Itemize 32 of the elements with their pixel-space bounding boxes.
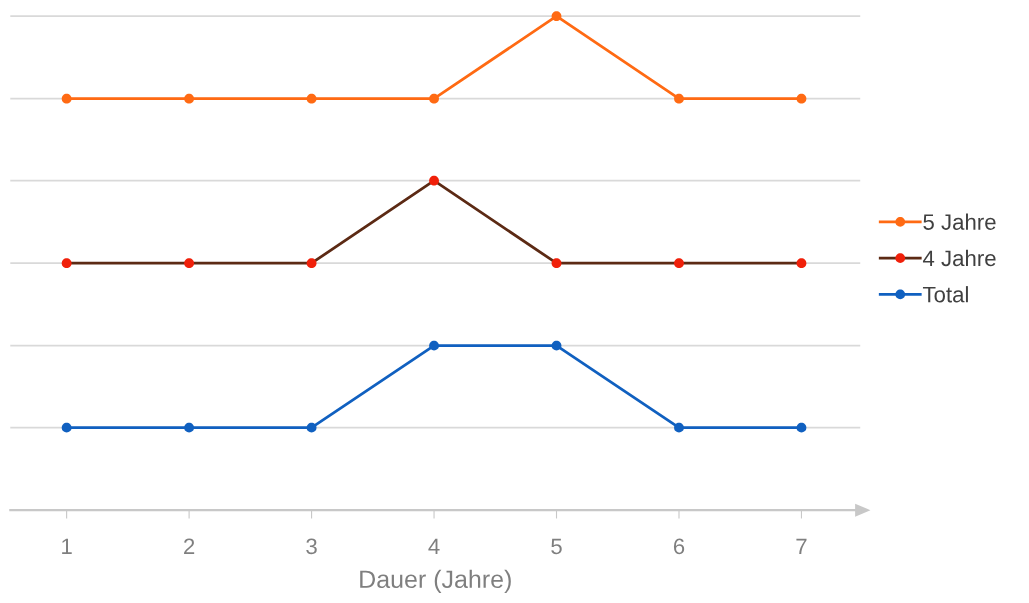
point xyxy=(796,422,807,433)
x-tick-label: 6 xyxy=(673,538,685,555)
point xyxy=(429,175,439,186)
point xyxy=(306,422,317,433)
point xyxy=(674,258,684,269)
point xyxy=(61,422,72,433)
legend-label: 4 Jahre xyxy=(922,249,996,267)
point xyxy=(674,422,684,433)
x-tick-label: 1 xyxy=(62,538,72,555)
x-tick-label: 7 xyxy=(796,538,807,555)
point xyxy=(551,258,562,269)
point xyxy=(796,93,807,104)
point xyxy=(306,258,317,269)
legend-label: Total xyxy=(922,286,968,303)
point xyxy=(306,93,317,104)
point xyxy=(184,93,195,104)
x-tick-label: 2 xyxy=(184,538,195,555)
x-axis-title: Dauer (Jahre) xyxy=(360,569,511,594)
point xyxy=(184,258,195,269)
point xyxy=(61,93,72,104)
point xyxy=(429,340,439,351)
point xyxy=(796,258,807,269)
legend-label: 5 Jahre xyxy=(923,213,996,230)
point xyxy=(61,258,72,269)
point xyxy=(184,422,195,433)
point xyxy=(429,93,439,104)
point xyxy=(551,11,562,22)
point xyxy=(551,340,562,351)
point xyxy=(674,93,684,104)
x-tick-label: 5 xyxy=(551,538,562,555)
x-tick-label: 4 xyxy=(428,538,440,555)
x-tick-label: 3 xyxy=(306,538,317,555)
